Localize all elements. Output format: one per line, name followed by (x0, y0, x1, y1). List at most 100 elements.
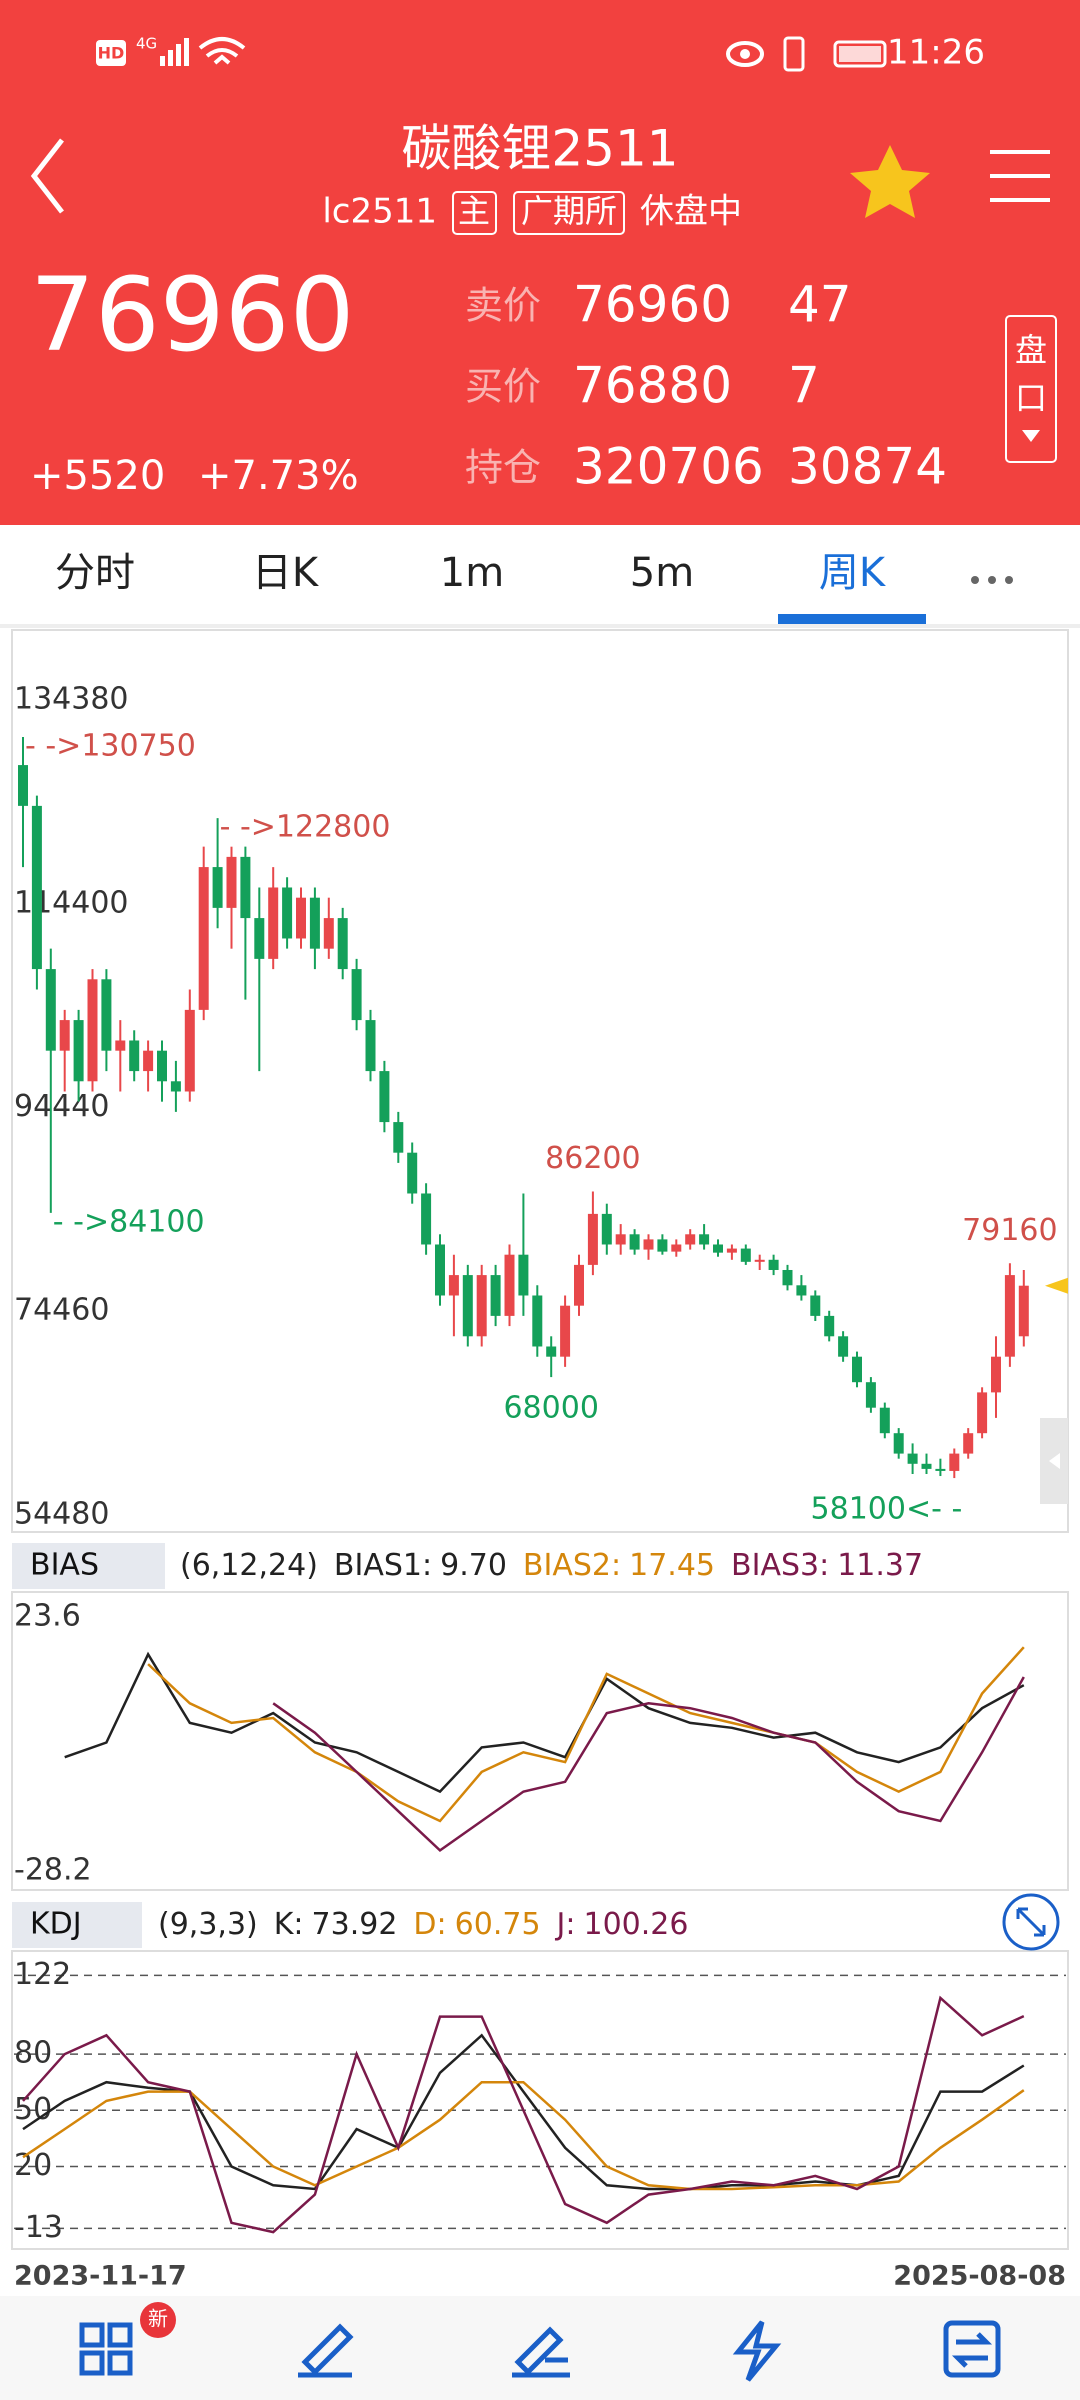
indicator-legend: (6,12,24) BIAS1: 9.70 BIAS2: 17.45 BIAS3: 11.3… (180, 1548, 923, 1583)
candle-body (713, 1244, 723, 1253)
candle-body (268, 887, 279, 959)
tab[interactable]: 5m (630, 550, 694, 596)
bottom-nav (0, 2296, 1080, 2400)
battery-icon (833, 40, 887, 68)
candle-body (435, 1244, 445, 1296)
indicator-tab[interactable] (12, 1902, 142, 1948)
candle-body (685, 1234, 696, 1245)
y-tick-label: 122 (14, 1957, 71, 1992)
panel-button[interactable] (1005, 315, 1057, 463)
candle-body (699, 1234, 710, 1245)
change-pct: +7.73% (198, 453, 359, 499)
indicator-title: BIAS (30, 1548, 99, 1583)
candle-body (73, 1020, 84, 1082)
candle-body (490, 1275, 501, 1316)
quote-value: 76880 (573, 357, 732, 415)
y-tick-label: -28.2 (14, 1853, 92, 1888)
candle-body (977, 1392, 988, 1434)
quote-volume: 30874 (788, 438, 947, 496)
badge-text: 新 (148, 2307, 168, 2331)
candle-body (87, 979, 98, 1082)
candle-body (31, 805, 42, 970)
favorite-star[interactable] (850, 145, 930, 218)
candle-body (157, 1050, 167, 1082)
candle-body (448, 1275, 459, 1296)
panel-arrow (1022, 430, 1040, 442)
current-price-marker (1045, 1277, 1068, 1294)
hd-text: HD (98, 44, 125, 63)
candle-body (393, 1122, 404, 1153)
quote-rows: 卖价 76960 47 买价 76880 7 持仓 320706 30874 (465, 276, 947, 496)
candle-body (629, 1234, 640, 1250)
candle-body (810, 1295, 821, 1316)
expand-button[interactable] (1002, 1893, 1060, 1951)
candle-body (476, 1275, 487, 1337)
candle-body (949, 1453, 960, 1471)
tag: 主 (458, 192, 490, 230)
candle-body (824, 1315, 835, 1337)
legend-text: (9,3,3) (158, 1907, 258, 1942)
legend-text: J: (555, 1907, 576, 1942)
nav-icons[interactable] (79, 2320, 1001, 2382)
tab[interactable]: 周K (819, 550, 887, 596)
tab[interactable]: 分时 (55, 550, 135, 596)
legend-text: 17.45 (629, 1548, 715, 1583)
legend-text: 11.37 (837, 1548, 923, 1583)
candle-body (282, 887, 293, 939)
market-status: 休盘中 (640, 192, 742, 232)
legend-text: (6,12,24) (180, 1548, 318, 1583)
last-price: 76960 (30, 256, 354, 375)
expand-icon (1016, 1907, 1046, 1937)
candle-body (59, 1020, 70, 1051)
candle-body (170, 1081, 181, 1092)
candle-body (560, 1305, 571, 1357)
quote-label: 买价 (465, 365, 541, 409)
quote-value: 76960 (573, 276, 732, 334)
candle-body (101, 979, 112, 1051)
quote-volume: 7 (788, 357, 820, 415)
candle-body (921, 1463, 932, 1469)
y-tick-label: 23.6 (14, 1599, 81, 1634)
y-tick-label: 80 (14, 2036, 52, 2071)
candle-body (754, 1259, 765, 1262)
price-annotation: 68000 (503, 1391, 598, 1426)
network: 4G (136, 35, 157, 53)
legend-text: BIAS1: (334, 1548, 432, 1583)
indicator-line (22, 1995, 1025, 2234)
vibrate-icon (783, 36, 805, 72)
candle-body (601, 1213, 612, 1245)
candle-body (907, 1453, 918, 1464)
candle-body (963, 1433, 974, 1454)
y-tick-label: 94440 (14, 1089, 109, 1124)
candle-body (296, 897, 306, 939)
more-tabs[interactable] (971, 576, 1013, 584)
candle-body (365, 1020, 376, 1072)
tab[interactable]: 1m (440, 550, 504, 596)
menu-button[interactable] (990, 150, 1050, 202)
clock: 11:26 (887, 33, 985, 73)
candle-body (796, 1285, 807, 1296)
back-button[interactable] (30, 138, 64, 214)
legend-text: 73.92 (312, 1907, 398, 1942)
candle-body (254, 918, 265, 959)
panel-button-text: 口 (1015, 379, 1047, 417)
candle-body (768, 1259, 779, 1270)
candle-body (782, 1269, 793, 1286)
header-bg (0, 0, 1080, 525)
y-tick-label: -13 (14, 2210, 63, 2245)
candle-body (462, 1275, 473, 1337)
candle-body (740, 1248, 751, 1262)
title: 碳酸锂2511 (401, 120, 678, 178)
candle-body (991, 1356, 1001, 1393)
panel-button-text: 盘 (1015, 331, 1047, 369)
candle-body (504, 1254, 515, 1316)
date-end: 2025-08-08 (893, 2261, 1066, 2292)
candle-body (726, 1248, 737, 1253)
indicator-tab[interactable] (12, 1543, 165, 1589)
date-start: 2023-11-17 (14, 2261, 187, 2292)
battery-level (839, 46, 881, 62)
candle-body (351, 969, 362, 1021)
tab[interactable]: 日K (252, 550, 320, 596)
tag: 广期所 (521, 192, 617, 230)
indicator-line (272, 1676, 1025, 1853)
